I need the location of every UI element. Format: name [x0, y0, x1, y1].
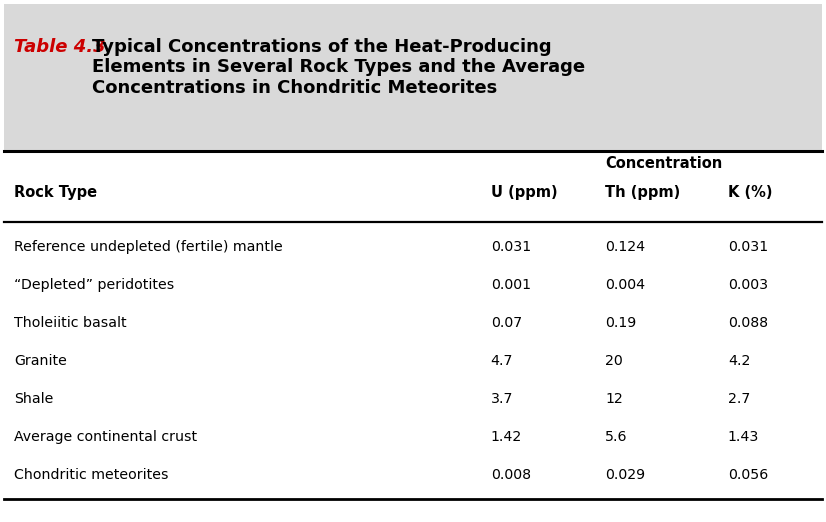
Text: 0.07: 0.07 [491, 316, 522, 329]
Text: Granite: Granite [14, 353, 67, 367]
Text: Reference undepleted (fertile) mantle: Reference undepleted (fertile) mantle [14, 240, 282, 254]
Text: 0.031: 0.031 [491, 240, 531, 254]
Text: 0.008: 0.008 [491, 468, 530, 482]
Text: 0.088: 0.088 [728, 316, 768, 329]
Text: 2.7: 2.7 [728, 392, 750, 406]
Text: 0.004: 0.004 [605, 278, 645, 292]
Text: U (ppm): U (ppm) [491, 185, 558, 200]
Text: K (%): K (%) [728, 185, 772, 200]
Text: 4.7: 4.7 [491, 353, 513, 367]
Text: 4.2: 4.2 [728, 353, 750, 367]
FancyBboxPatch shape [4, 4, 822, 150]
Text: 1.43: 1.43 [728, 430, 759, 444]
Text: Tholeiitic basalt: Tholeiitic basalt [14, 316, 126, 329]
Text: Shale: Shale [14, 392, 54, 406]
Text: 1.42: 1.42 [491, 430, 522, 444]
Text: 0.124: 0.124 [605, 240, 645, 254]
Text: 5.6: 5.6 [605, 430, 628, 444]
Text: 12: 12 [605, 392, 623, 406]
Text: 0.031: 0.031 [728, 240, 768, 254]
Text: Table 4.3: Table 4.3 [14, 38, 106, 55]
Text: 0.056: 0.056 [728, 468, 768, 482]
Text: Chondritic meteorites: Chondritic meteorites [14, 468, 169, 482]
Text: Average continental crust: Average continental crust [14, 430, 197, 444]
Text: 0.029: 0.029 [605, 468, 645, 482]
Text: 3.7: 3.7 [491, 392, 513, 406]
Text: 0.003: 0.003 [728, 278, 768, 292]
Text: 0.001: 0.001 [491, 278, 530, 292]
Text: Concentration: Concentration [605, 156, 723, 171]
Text: “Depleted” peridotites: “Depleted” peridotites [14, 278, 174, 292]
Text: Typical Concentrations of the Heat-Producing
Elements in Several Rock Types and : Typical Concentrations of the Heat-Produ… [93, 38, 586, 97]
Text: 20: 20 [605, 353, 623, 367]
Text: 0.19: 0.19 [605, 316, 636, 329]
Text: Th (ppm): Th (ppm) [605, 185, 681, 200]
Text: Rock Type: Rock Type [14, 185, 97, 200]
